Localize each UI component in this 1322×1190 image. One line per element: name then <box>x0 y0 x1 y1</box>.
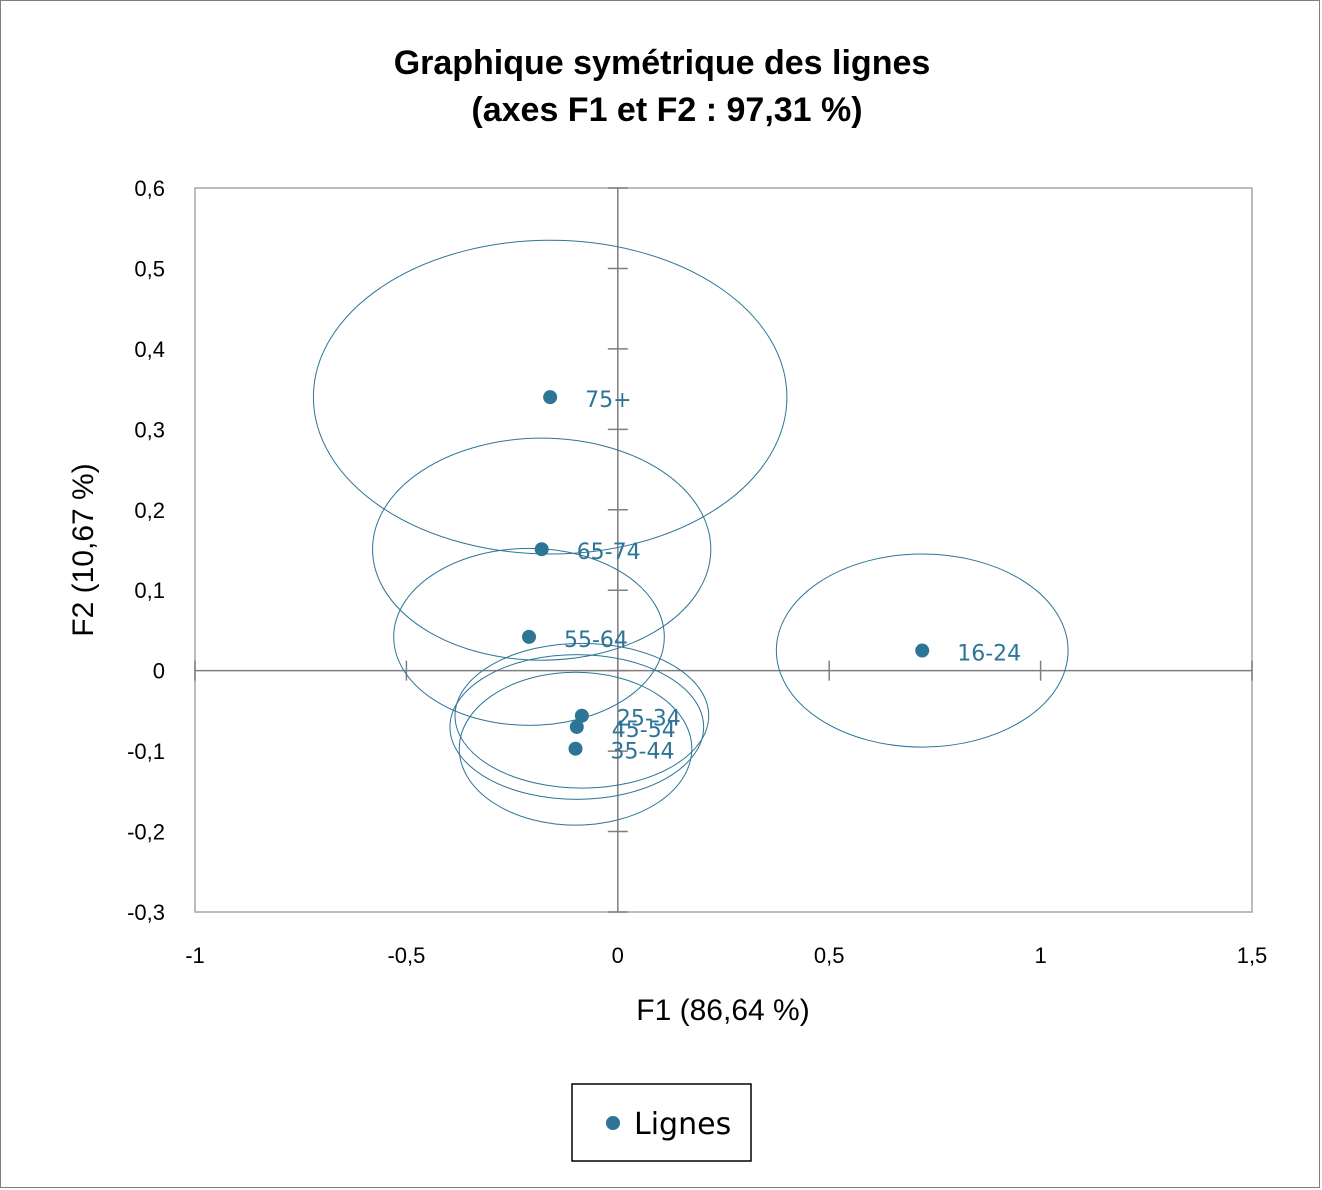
confidence-ellipse <box>372 437 712 661</box>
legend-box <box>571 1083 752 1162</box>
points-layer <box>522 390 930 756</box>
y-tick-label: 0,3 <box>134 417 165 442</box>
y-tick-label: 0,4 <box>134 337 165 362</box>
x-tick-label: 1 <box>1034 943 1046 968</box>
data-point-label: 16-24 <box>957 642 1021 667</box>
confidence-ellipse <box>393 547 665 726</box>
y-axis-title: F2 (10,67 %) <box>67 463 100 636</box>
x-tick-label: -0,5 <box>387 943 425 968</box>
legend-label: Lignes <box>634 1107 731 1142</box>
confidence-ellipse <box>312 239 788 555</box>
legend-marker <box>606 1116 620 1130</box>
ticks-layer: 0,6 0,5 0,4 0,3 0,2 0,1 0 -0,1 -0,2 -0,3 -1 -0,5 0 0,… <box>127 176 1267 968</box>
axes-layer <box>194 187 1253 913</box>
x-tick-label: 0 <box>612 943 624 968</box>
x-axis-title: F1 (86,64 %) <box>636 994 809 1027</box>
y-tick-label: 0,2 <box>134 498 165 523</box>
data-point-label: 75+ <box>585 388 631 413</box>
ellipses-layer <box>312 239 1069 826</box>
confidence-ellipse <box>454 642 710 789</box>
y-tick-label: -0,3 <box>127 900 165 925</box>
y-tick-label: -0,2 <box>127 820 165 845</box>
y-tick-label: -0,1 <box>127 739 165 764</box>
data-point <box>534 542 549 557</box>
plot-area <box>194 187 1253 913</box>
y-tick-label: 0,1 <box>134 578 165 603</box>
data-point <box>543 390 558 405</box>
x-tick-label: 0,5 <box>814 943 845 968</box>
data-point-label: 65-74 <box>577 540 641 565</box>
x-tick-label: 1,5 <box>1237 943 1268 968</box>
data-point-label: 55-64 <box>564 628 628 653</box>
confidence-ellipse <box>449 654 705 800</box>
data-point <box>568 741 583 756</box>
data-point <box>915 643 930 658</box>
confidence-ellipse <box>458 671 693 826</box>
y-tick-label: 0 <box>153 659 165 684</box>
data-point <box>574 708 589 723</box>
data-point-label: 35-44 <box>611 740 675 765</box>
data-point <box>522 629 537 644</box>
confidence-ellipse <box>775 553 1069 748</box>
y-tick-label: 0,6 <box>134 176 165 201</box>
chart-title: Graphique symétrique des lignes <box>394 44 931 82</box>
data-point-label: 25-34 <box>617 707 681 732</box>
legend: Lignes <box>571 1083 752 1162</box>
x-tick-label: -1 <box>185 943 205 968</box>
chart-subtitle: (axes F1 et F2 : 97,31 %) <box>471 91 862 129</box>
data-point-label: 45-54 <box>612 718 676 743</box>
data-point <box>569 719 584 734</box>
y-tick-label: 0,5 <box>134 256 165 281</box>
